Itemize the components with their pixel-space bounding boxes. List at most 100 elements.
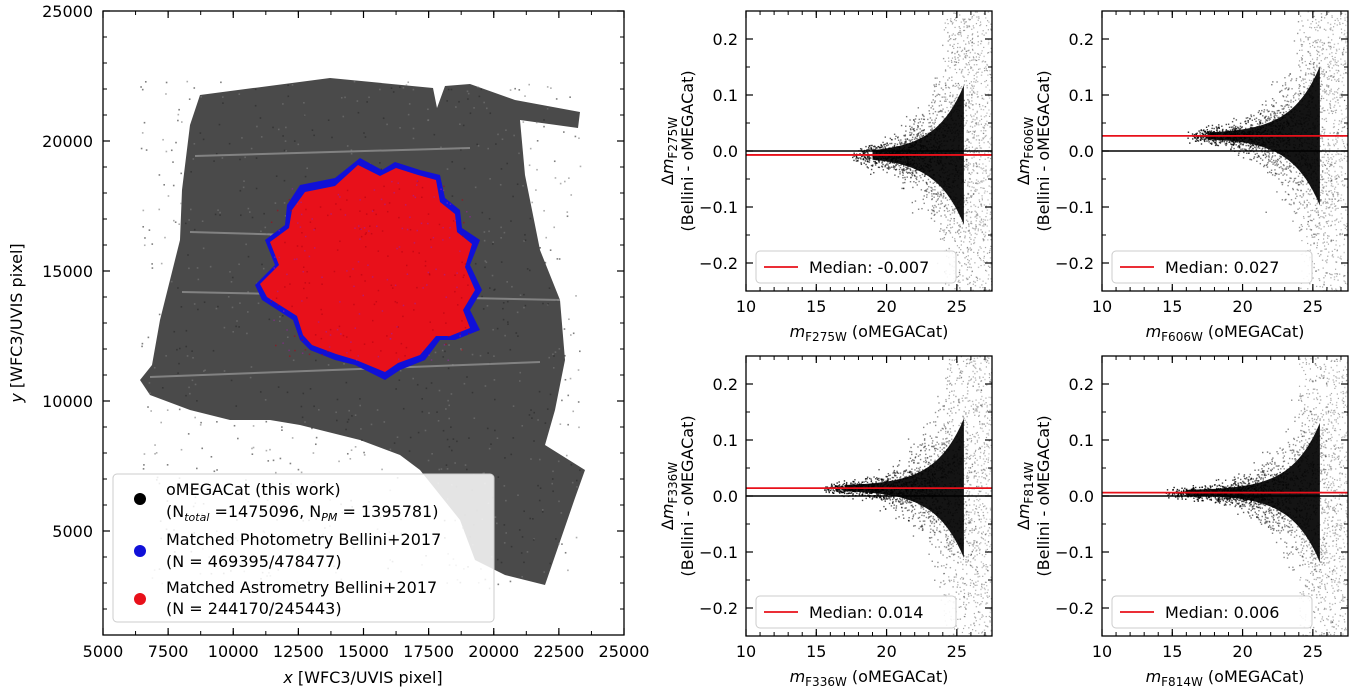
residual-point (868, 148, 870, 150)
residual-point (1327, 65, 1330, 68)
residual-faint-point (971, 38, 973, 40)
residual-point (1339, 96, 1341, 99)
footprint-speckle (291, 84, 294, 86)
residual-faint-point (958, 272, 961, 274)
residual-point (1235, 144, 1237, 146)
residual-point (899, 171, 901, 173)
residual-point (1237, 145, 1240, 147)
residual-point (920, 133, 922, 136)
astrometry-speckle (354, 327, 357, 329)
footprint-speckle (551, 482, 554, 485)
residual-point (1299, 172, 1301, 175)
astrometry-speckle (381, 310, 384, 312)
residual-point (932, 182, 935, 184)
astrometry-speckle (384, 203, 386, 206)
astrometry-speckle (308, 255, 311, 258)
residual-point (870, 144, 872, 147)
residual-faint-point (967, 278, 969, 280)
residual-point (933, 196, 935, 198)
footprint-speckle (363, 454, 366, 456)
footprint-speckle (239, 302, 241, 304)
footprint-speckle (166, 409, 169, 411)
residual-point (968, 94, 970, 96)
residual-point (1204, 131, 1207, 133)
residual-faint-point (950, 152, 952, 154)
residual-point (946, 199, 949, 201)
residual-point (905, 169, 907, 171)
residual-point (901, 141, 903, 144)
footprint-speckle (150, 410, 152, 412)
residual-point (944, 70, 947, 72)
footprint-speckle (537, 419, 539, 421)
residual-point (905, 125, 907, 127)
astrometry-speckle (346, 336, 348, 338)
residual-faint-point (943, 148, 945, 151)
footprint-speckle (467, 98, 469, 100)
residual-point (965, 148, 967, 150)
map-x-tick-label: 22500 (533, 642, 584, 661)
residual-point (966, 87, 969, 89)
footprint-speckle (283, 179, 286, 182)
footprint-speckle (448, 404, 451, 407)
footprint-speckle (516, 183, 519, 186)
residual-point (1334, 109, 1336, 112)
residual-point (945, 207, 948, 209)
residual-point (1317, 269, 1320, 271)
residual-point (898, 165, 900, 167)
residual-point (978, 182, 981, 184)
footprint-speckle (237, 437, 239, 440)
footprint-speckle (566, 215, 569, 218)
residual-point (990, 263, 992, 266)
residual-faint-point (981, 231, 983, 233)
footprint-speckle (162, 138, 164, 141)
residual-point (1333, 73, 1336, 75)
residual-point (873, 171, 875, 174)
residual-point (990, 186, 992, 188)
residual-point (1337, 102, 1339, 104)
astrometry-speckle (375, 300, 378, 303)
residual-point (895, 163, 897, 165)
residual-point (922, 122, 924, 124)
residual-point (1288, 165, 1290, 168)
footprint-speckle (338, 460, 340, 463)
residual-point (966, 200, 968, 202)
residual-point (902, 187, 905, 190)
footprint-speckle (187, 254, 189, 256)
residual-point (970, 249, 972, 252)
astrometry-speckle (464, 263, 467, 265)
footprint-speckle (468, 437, 470, 439)
footprint-speckle (265, 449, 268, 452)
residual-faint-point (966, 138, 968, 140)
footprint-speckle (446, 438, 449, 441)
footprint-speckle (502, 307, 504, 310)
residual-point (965, 227, 968, 229)
astrometry-speckle (311, 218, 313, 220)
residual-point (1313, 46, 1316, 49)
residual-point (1268, 117, 1270, 120)
residual-point (929, 121, 931, 124)
residual-point (963, 165, 966, 167)
footprint-speckle (232, 330, 235, 333)
residual-faint-point (957, 108, 959, 111)
residual-faint-point (962, 18, 964, 20)
footprint-speckle (260, 230, 262, 233)
residual-point (928, 104, 930, 107)
residual-faint-point (972, 37, 974, 39)
residual-point (926, 182, 928, 184)
residual-point (980, 167, 982, 169)
astrometry-speckle (304, 250, 306, 252)
footprint-speckle (450, 393, 453, 395)
residual-point (1337, 153, 1339, 155)
astrometry-speckle (387, 255, 389, 257)
astrometry-speckle (449, 227, 451, 229)
residual-point (985, 270, 988, 272)
residual-point (980, 115, 982, 117)
median-legend-box (755, 250, 957, 284)
residual-point (1337, 88, 1339, 91)
residual-point (965, 109, 967, 112)
residual-point (958, 88, 960, 90)
residual-point (984, 123, 987, 125)
residual-point (1272, 163, 1274, 165)
astrometry-speckle (342, 334, 345, 337)
